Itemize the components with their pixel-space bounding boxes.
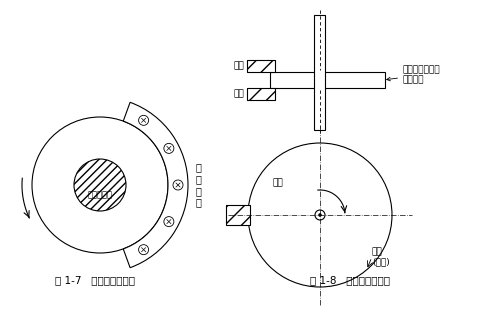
Wedge shape <box>123 102 188 268</box>
Circle shape <box>318 213 321 217</box>
Text: 图 1-8   圆盘型直线电机: 图 1-8 圆盘型直线电机 <box>309 275 389 285</box>
Text: 圆盘
(次级): 圆盘 (次级) <box>371 247 389 267</box>
Bar <box>269 72 384 88</box>
Circle shape <box>138 245 148 255</box>
Bar <box>226 205 250 225</box>
Text: 可绕轴转的圆盘
（次级）: 可绕轴转的圆盘 （次级） <box>386 65 440 85</box>
Bar <box>247 88 275 100</box>
Circle shape <box>173 180 182 190</box>
Bar <box>247 60 275 72</box>
Text: 初级: 初级 <box>272 179 283 187</box>
Circle shape <box>164 143 173 153</box>
Text: 初级: 初级 <box>233 89 243 99</box>
Bar <box>247 60 275 72</box>
Text: 弧
形
初
级: 弧 形 初 级 <box>195 163 202 207</box>
Circle shape <box>74 159 126 211</box>
Text: 图 1-7   弧型直线电动机: 图 1-7 弧型直线电动机 <box>55 275 135 285</box>
Text: 初级: 初级 <box>233 61 243 71</box>
Text: 圆柱形次级: 圆柱形次级 <box>87 191 112 199</box>
Circle shape <box>314 210 324 220</box>
Bar <box>247 88 275 100</box>
Circle shape <box>164 217 173 226</box>
Bar <box>226 205 250 225</box>
Bar <box>314 15 325 130</box>
Circle shape <box>138 115 148 125</box>
